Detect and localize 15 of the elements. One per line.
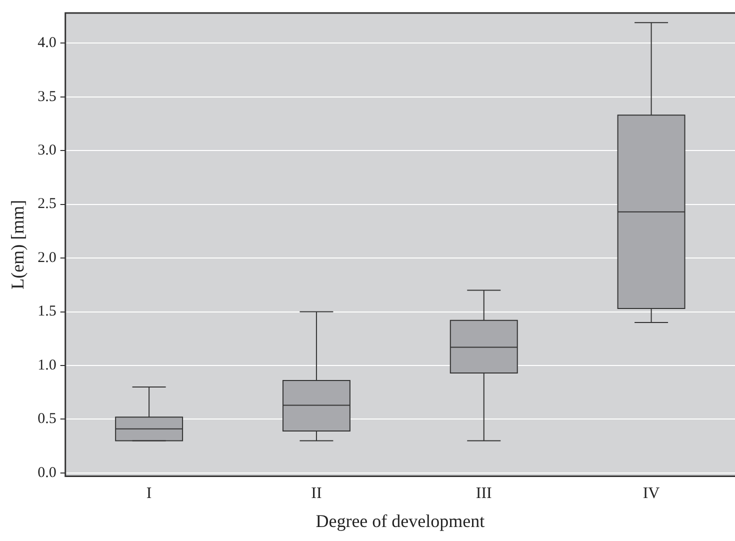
y-tick-label: 4.0: [38, 35, 56, 52]
y-tick-label: 3.0: [38, 142, 56, 158]
y-tick-label: 1.0: [38, 357, 56, 374]
y-tick-label: 3.5: [38, 88, 56, 105]
y-tick-label: 0.0: [38, 464, 56, 481]
y-tick-label: 2.5: [38, 196, 56, 212]
y-tick-label: 2.0: [38, 250, 56, 266]
x-tick-label: IV: [642, 485, 660, 502]
y-axis-title: L(em) [mm]: [8, 200, 28, 290]
y-tick-label: 0.5: [38, 411, 56, 428]
y-tick-label: 1.5: [38, 304, 56, 320]
x-tick-label: I: [146, 485, 152, 502]
x-tick-label: II: [311, 485, 322, 502]
x-axis-title: Degree of development: [316, 510, 485, 531]
x-tick-label: III: [476, 485, 492, 502]
